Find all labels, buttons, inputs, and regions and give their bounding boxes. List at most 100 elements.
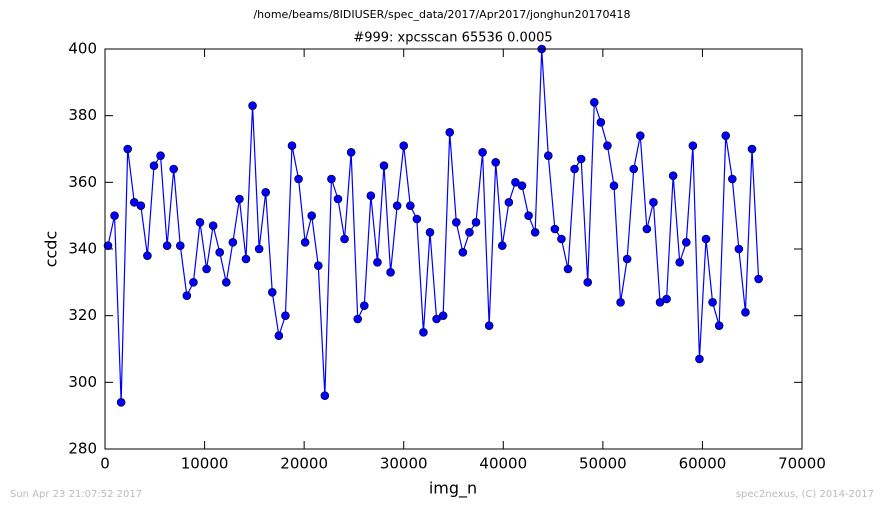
data-point bbox=[478, 148, 487, 157]
data-point bbox=[708, 298, 717, 307]
x-tick-label: 50000 bbox=[579, 455, 627, 473]
data-point bbox=[649, 198, 658, 207]
data-point bbox=[576, 154, 586, 164]
data-point bbox=[570, 164, 579, 174]
y-tick-label: 340 bbox=[68, 240, 97, 258]
data-point bbox=[202, 264, 211, 274]
data-point bbox=[635, 131, 645, 140]
y-tick-label: 360 bbox=[68, 173, 97, 191]
axes-frame bbox=[104, 48, 803, 450]
data-point bbox=[497, 241, 507, 250]
data-point bbox=[465, 228, 474, 237]
data-point bbox=[195, 218, 205, 227]
data-point bbox=[359, 301, 369, 310]
data-point bbox=[379, 161, 389, 170]
data-point bbox=[235, 194, 244, 204]
data-point bbox=[287, 141, 297, 150]
data-point bbox=[307, 211, 317, 220]
data-point bbox=[589, 98, 599, 107]
data-point bbox=[156, 151, 165, 160]
x-tick-label: 20000 bbox=[280, 455, 328, 473]
data-point bbox=[208, 221, 218, 230]
y-axis-label: ccdc bbox=[42, 231, 61, 268]
data-point bbox=[405, 201, 415, 210]
data-point bbox=[189, 278, 198, 287]
data-point bbox=[471, 218, 481, 227]
data-point bbox=[622, 254, 632, 264]
data-point bbox=[734, 244, 744, 254]
data-point bbox=[695, 354, 704, 364]
data-point bbox=[662, 294, 671, 304]
data-point bbox=[175, 241, 185, 250]
data-point bbox=[491, 158, 501, 167]
data-point bbox=[721, 131, 731, 140]
data-point bbox=[267, 288, 277, 297]
data-point bbox=[353, 314, 363, 324]
data-point bbox=[320, 391, 330, 400]
y-tick-label: 400 bbox=[68, 40, 97, 58]
chart-title: #999: xpcsscan 65536 0.0005 bbox=[353, 31, 552, 46]
data-point bbox=[714, 321, 724, 330]
data-point bbox=[629, 164, 639, 174]
data-point bbox=[241, 254, 251, 264]
data-point bbox=[419, 328, 428, 337]
data-point bbox=[458, 248, 468, 257]
data-point bbox=[110, 211, 119, 220]
data-point bbox=[563, 264, 573, 274]
data-point bbox=[261, 188, 271, 197]
data-point bbox=[327, 174, 336, 184]
data-point bbox=[215, 248, 225, 257]
data-point bbox=[386, 268, 395, 277]
data-point bbox=[504, 198, 514, 207]
data-point bbox=[313, 261, 323, 270]
data-point bbox=[399, 141, 409, 150]
data-point bbox=[754, 274, 763, 284]
data-point bbox=[616, 298, 625, 307]
x-tick-label: 60000 bbox=[679, 455, 727, 473]
data-point bbox=[550, 224, 560, 234]
y-tick-label: 380 bbox=[68, 106, 97, 124]
x-tick-label: 30000 bbox=[380, 455, 428, 473]
data-point bbox=[681, 238, 691, 247]
y-tick-label: 300 bbox=[68, 373, 97, 391]
data-point bbox=[123, 144, 133, 154]
data-point bbox=[484, 321, 494, 330]
data-point bbox=[688, 141, 698, 150]
data-point bbox=[274, 331, 284, 340]
data-point bbox=[583, 278, 593, 287]
data-point bbox=[333, 194, 343, 204]
data-point bbox=[543, 151, 553, 160]
suptitle: /home/beams/8IDIUSER/spec_data/2017/Apr2… bbox=[253, 8, 630, 21]
data-point bbox=[228, 238, 238, 247]
footer-left: Sun Apr 23 21:07:52 2017 bbox=[10, 489, 142, 500]
data-point bbox=[642, 224, 652, 234]
data-point bbox=[517, 181, 527, 190]
data-point bbox=[294, 174, 303, 184]
data-point bbox=[254, 244, 264, 254]
data-point bbox=[668, 171, 678, 180]
data-point bbox=[221, 278, 231, 287]
data-point bbox=[609, 181, 619, 190]
data-point bbox=[392, 201, 402, 210]
data-point bbox=[169, 164, 179, 174]
data-point bbox=[116, 398, 126, 407]
data-point bbox=[300, 238, 310, 247]
x-tick-label: 0 bbox=[100, 455, 110, 473]
x-tick-label: 40000 bbox=[479, 455, 527, 473]
data-point bbox=[603, 141, 612, 150]
data-point bbox=[701, 234, 711, 244]
data-point bbox=[557, 234, 566, 244]
data-point bbox=[530, 228, 540, 237]
data-point bbox=[727, 174, 737, 184]
data-point bbox=[741, 308, 750, 317]
data-point bbox=[136, 201, 146, 210]
data-point bbox=[281, 311, 290, 320]
data-point bbox=[451, 218, 461, 227]
data-point bbox=[445, 128, 455, 137]
y-tick-label: 280 bbox=[68, 440, 97, 458]
data-point bbox=[747, 144, 757, 154]
data-point bbox=[596, 118, 606, 127]
data-point bbox=[143, 251, 152, 260]
data-point bbox=[248, 101, 257, 110]
